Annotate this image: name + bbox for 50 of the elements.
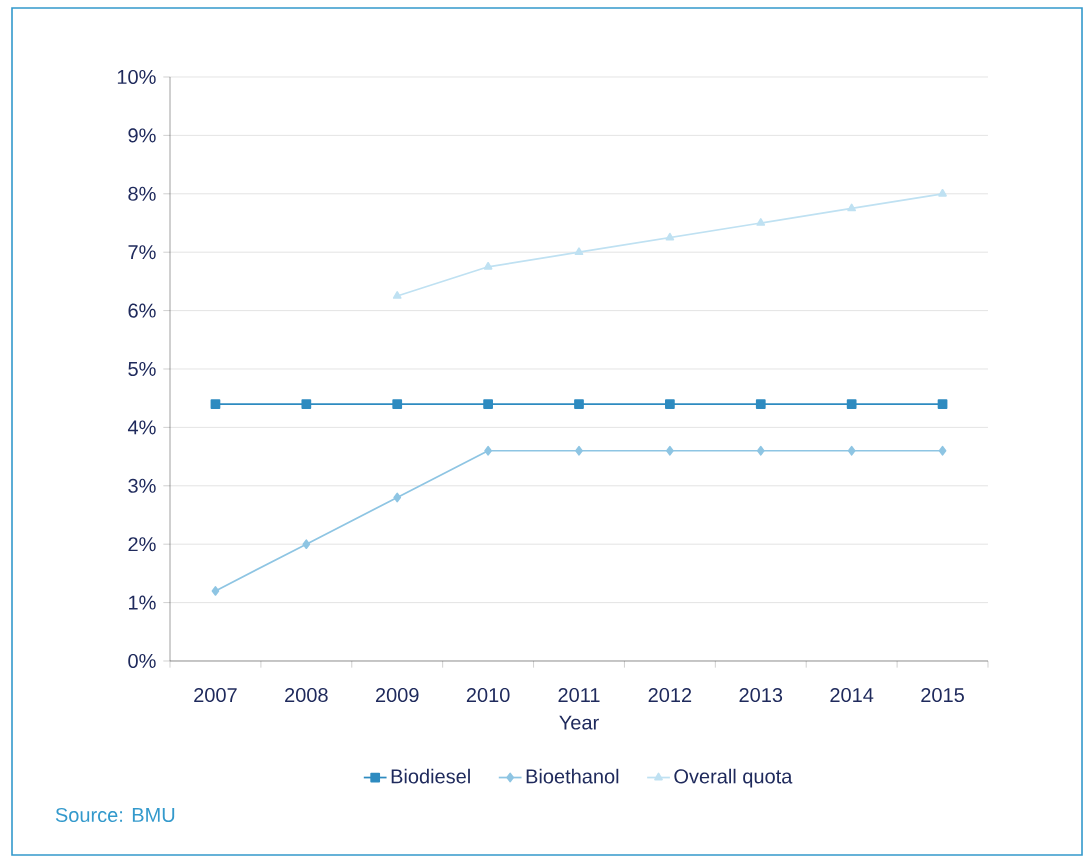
y-tick-label: 8% [128,186,156,201]
x-tick-label: 2007 [194,687,237,703]
x-tick-label: 2015 [921,687,964,703]
y-tick-label: 1% [129,595,156,610]
y-tick-label: 7% [128,245,156,260]
point [847,445,856,456]
point [938,188,947,197]
y-tick-label: 0% [128,653,156,669]
point [846,399,857,409]
x-tick-label: 2013 [739,687,783,703]
point [665,399,675,409]
point [574,247,584,256]
point [392,291,402,299]
legend-label: Overall quota [674,768,793,788]
point [665,232,675,241]
y-tick-label: 10% [117,69,156,85]
point [483,261,493,270]
point [666,445,674,456]
source-note: Source: BMU [55,807,175,823]
x-tick-label: 2011 [558,687,600,703]
legend-label: Bioethanol [526,768,619,784]
point [575,445,583,456]
y-tick-label: 9% [128,128,156,143]
point [392,399,403,409]
point [574,399,584,409]
y-tick-label: 3% [128,478,156,493]
legend-label: Biodiesel [391,768,470,784]
point [301,399,312,409]
point [484,445,492,456]
point [938,445,947,456]
point [756,218,766,226]
x-tick-label: 2010 [466,687,510,703]
x-axis-title: Year [559,715,599,730]
point [755,399,766,409]
point [211,586,220,596]
x-tick-label: 2012 [648,687,692,703]
point [937,399,948,409]
x-tick-label: 2009 [375,687,419,703]
y-tick-label: 6% [128,303,156,318]
point [302,539,311,550]
y-tick-label: 5% [128,361,156,377]
point [483,399,493,409]
point [756,445,765,456]
y-tick-label: 4% [127,420,156,435]
y-tick-label: 2% [128,537,156,552]
x-tick-label: 2014 [830,687,874,703]
x-tick-label: 2008 [285,687,328,703]
point [847,203,856,212]
point [210,399,221,409]
point [393,492,402,503]
